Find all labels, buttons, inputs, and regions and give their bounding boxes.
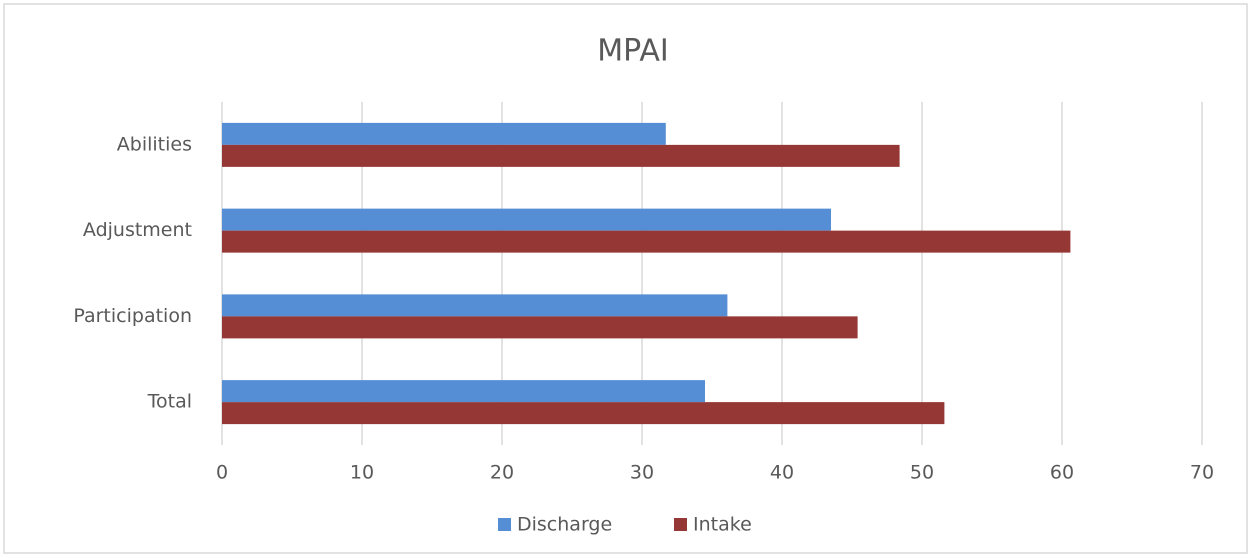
x-tick-label: 50 bbox=[910, 462, 934, 484]
bar bbox=[222, 144, 900, 167]
bar bbox=[222, 316, 858, 339]
bar bbox=[222, 294, 728, 317]
x-tick-label: 70 bbox=[1190, 462, 1214, 484]
y-tick-label: Abilities bbox=[117, 133, 192, 155]
y-tick-label: Adjustment bbox=[83, 219, 192, 241]
legend-swatch bbox=[498, 518, 511, 531]
x-tick-label: 30 bbox=[630, 462, 654, 484]
x-tick-label: 10 bbox=[350, 462, 374, 484]
x-tick-label: 60 bbox=[1050, 462, 1074, 484]
legend-label: Intake bbox=[693, 514, 752, 536]
bar bbox=[222, 402, 945, 425]
x-tick-label: 20 bbox=[490, 462, 514, 484]
legend-label: Discharge bbox=[517, 514, 612, 536]
bar bbox=[222, 122, 666, 145]
chart-title: MPAI bbox=[597, 34, 668, 69]
y-tick-label: Participation bbox=[73, 305, 192, 327]
x-tick-label: 0 bbox=[216, 462, 228, 484]
y-tick-label: Total bbox=[147, 391, 192, 413]
bar bbox=[222, 208, 831, 231]
legend-swatch bbox=[674, 518, 687, 531]
chart-frame bbox=[3, 3, 1248, 554]
x-tick-label: 40 bbox=[770, 462, 794, 484]
bar bbox=[222, 380, 705, 403]
bar bbox=[222, 230, 1071, 253]
